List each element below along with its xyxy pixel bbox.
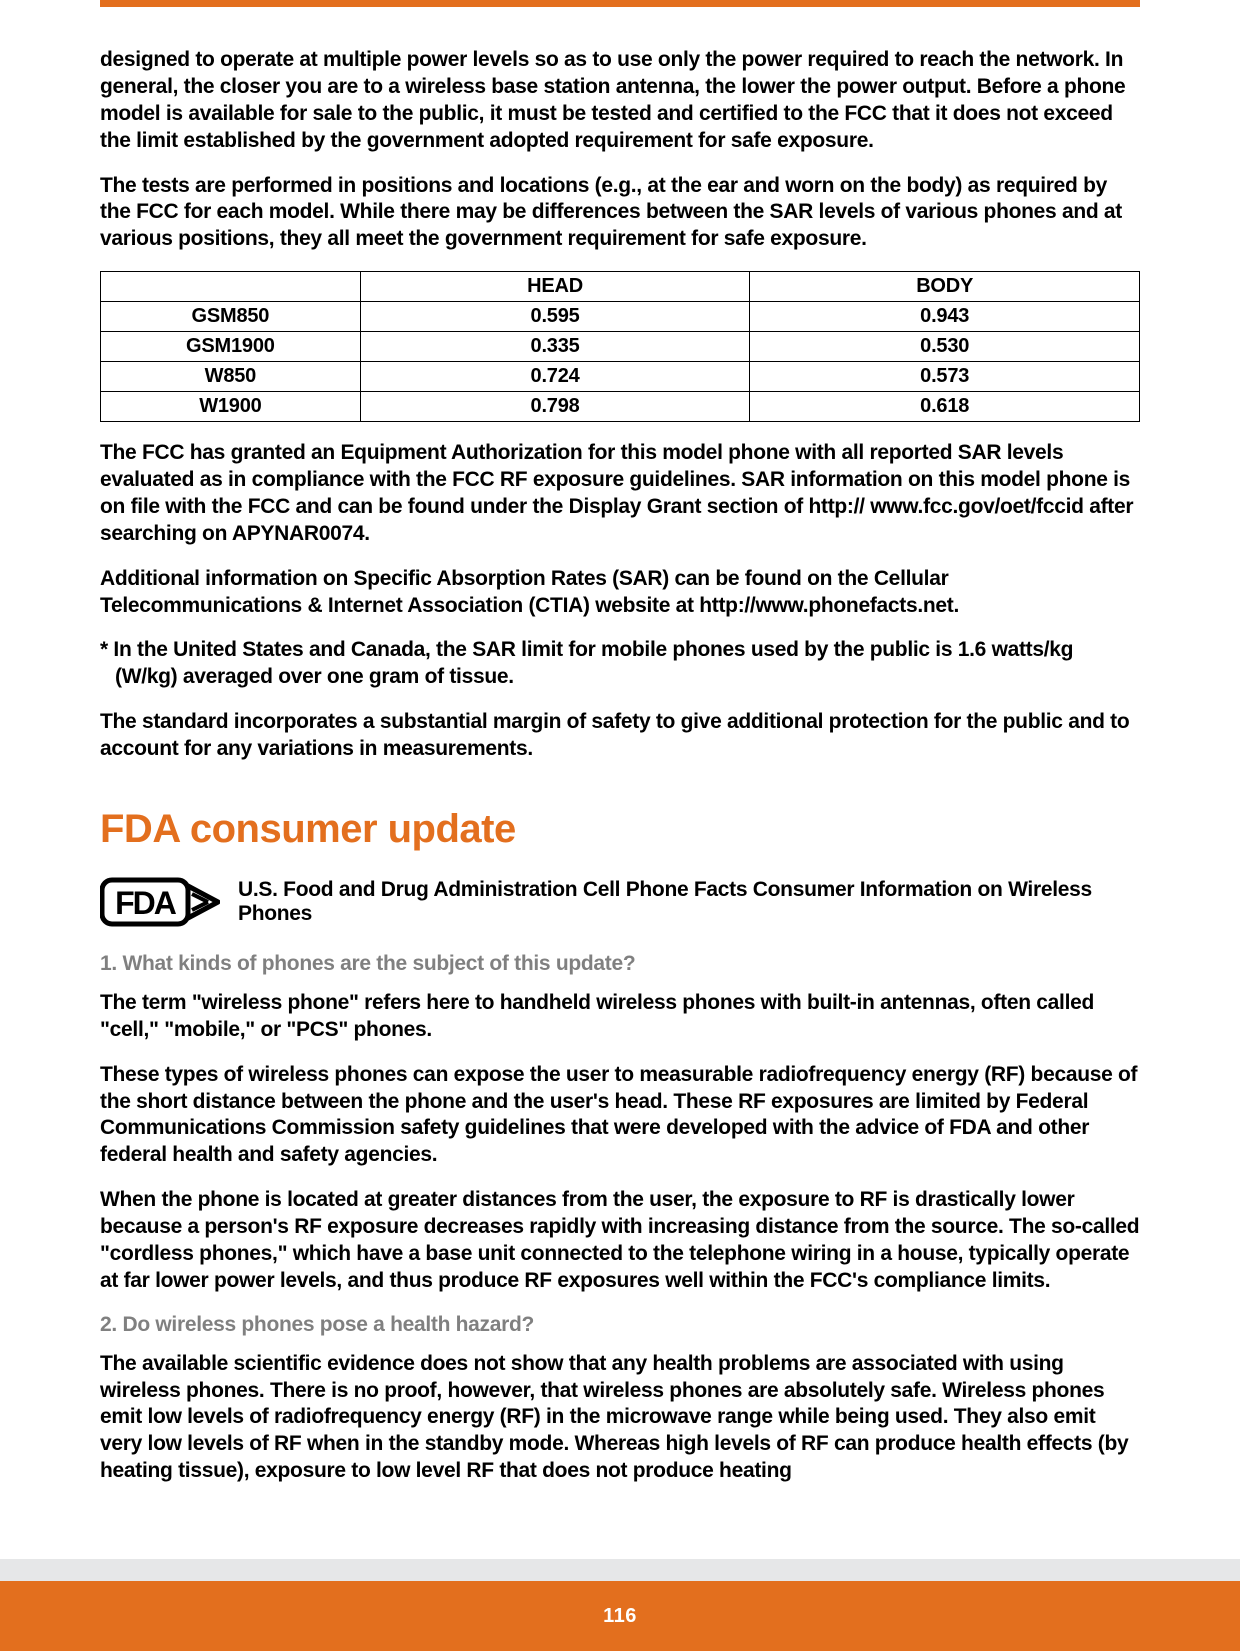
table-cell: GSM1900 xyxy=(101,332,361,362)
fda-caption: U.S. Food and Drug Administration Cell P… xyxy=(238,878,1140,930)
footer-bar: 116 xyxy=(0,1581,1240,1651)
paragraph: The available scientific evidence does n… xyxy=(100,1351,1140,1485)
footer-strip xyxy=(0,1559,1240,1581)
paragraph: The FCC has granted an Equipment Authori… xyxy=(100,440,1140,548)
table-row: W1900 0.798 0.618 xyxy=(101,392,1140,422)
table-cell: 0.530 xyxy=(750,332,1140,362)
question-subhead: 1. What kinds of phones are the subject … xyxy=(100,952,1140,976)
top-accent-rule xyxy=(100,0,1140,7)
paragraph: These types of wireless phones can expos… xyxy=(100,1062,1140,1170)
paragraph: The standard incorporates a substantial … xyxy=(100,709,1140,763)
table-cell: 0.618 xyxy=(750,392,1140,422)
footnote-paragraph: * In the United States and Canada, the S… xyxy=(100,637,1140,691)
page-number: 116 xyxy=(603,1605,637,1628)
paragraph: Additional information on Specific Absor… xyxy=(100,566,1140,620)
table-row: GSM1900 0.335 0.530 xyxy=(101,332,1140,362)
document-page: designed to operate at multiple power le… xyxy=(0,0,1240,1651)
table-cell: 0.335 xyxy=(360,332,750,362)
table-cell: 0.798 xyxy=(360,392,750,422)
table-row: W850 0.724 0.573 xyxy=(101,362,1140,392)
table-cell: 0.595 xyxy=(360,302,750,332)
table-cell: GSM850 xyxy=(101,302,361,332)
table-cell: W850 xyxy=(101,362,361,392)
table-cell: W1900 xyxy=(101,392,361,422)
paragraph: designed to operate at multiple power le… xyxy=(100,47,1140,155)
sar-table: HEAD BODY GSM850 0.595 0.943 GSM1900 0.3… xyxy=(100,271,1140,422)
table-header-row: HEAD BODY xyxy=(101,272,1140,302)
paragraph: When the phone is located at greater dis… xyxy=(100,1187,1140,1295)
table-row: GSM850 0.595 0.943 xyxy=(101,302,1140,332)
section-heading: FDA consumer update xyxy=(100,807,1140,852)
table-cell: 0.943 xyxy=(750,302,1140,332)
table-header-cell: HEAD xyxy=(360,272,750,302)
paragraph: The term "wireless phone" refers here to… xyxy=(100,990,1140,1044)
table-cell: 0.724 xyxy=(360,362,750,392)
table-header-cell xyxy=(101,272,361,302)
table-header-cell: BODY xyxy=(750,272,1140,302)
paragraph: The tests are performed in positions and… xyxy=(100,173,1140,254)
table-cell: 0.573 xyxy=(750,362,1140,392)
svg-text:FDA: FDA xyxy=(115,885,177,921)
fda-logo-line: FDA U.S. Food and Drug Administration Ce… xyxy=(100,874,1140,930)
question-subhead: 2. Do wireless phones pose a health haza… xyxy=(100,1313,1140,1337)
fda-logo-icon: FDA xyxy=(100,874,220,930)
